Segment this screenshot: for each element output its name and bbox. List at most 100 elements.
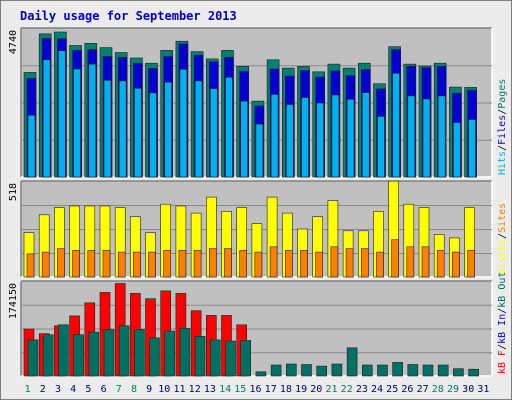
bar-hits-day-17	[270, 94, 279, 178]
bar-sites-day-17	[269, 246, 278, 278]
bar-sites-day-14	[224, 248, 232, 278]
bar-hits-day-9	[149, 92, 157, 178]
bar-sites-day-20	[315, 251, 324, 278]
bar-hits-day-1	[27, 114, 36, 178]
bar-hits-day-29	[453, 122, 461, 178]
x-axis-labels: 1 2 3 4 5 6 7 8 9 10 11 12 13 14 15 16 17 18 19 20 21 22 23 24 2…	[25, 384, 490, 395]
x-tick-label: 23	[356, 384, 368, 395]
legend-entry: /	[497, 233, 508, 239]
x-tick-label: 29	[447, 384, 459, 395]
y-max-label: 518	[8, 183, 19, 201]
bar-hits-day-15	[240, 100, 248, 178]
x-tick-label: 30	[462, 384, 474, 395]
x-tick-label: 6	[101, 384, 107, 395]
x-tick-label: 12	[189, 384, 201, 395]
legend-entry: Pages	[497, 79, 508, 109]
bar-hits-day-12	[194, 80, 203, 178]
bar-kb-out-day-27	[422, 364, 434, 377]
x-tick-label: 5	[85, 384, 91, 395]
x-tick-label: 7	[116, 384, 122, 395]
x-tick-label: 13	[204, 384, 216, 395]
bar-sites-day-4	[72, 250, 80, 278]
bar-sites-day-23	[360, 248, 369, 278]
bar-sites-day-22	[345, 248, 354, 278]
bar-kb-out-day-5	[88, 331, 100, 377]
x-tick-label: 19	[295, 384, 307, 395]
bar-sites-day-13	[209, 248, 217, 278]
panel-kbf-kbin-kbout: 174150 kB F/kB In/kB Out	[8, 272, 508, 377]
bar-sites-day-7	[117, 251, 126, 278]
bar-hits-day-11	[179, 69, 188, 178]
bar-kb-out-day-29	[453, 368, 464, 377]
bar-hits-day-25	[392, 73, 400, 178]
bar-hits-day-3	[58, 50, 66, 178]
bar-sites-day-21	[330, 246, 339, 278]
legend-entry: Files	[497, 115, 508, 145]
bar-hits-day-5	[88, 63, 97, 178]
y-max-label: 4740	[8, 30, 19, 54]
bar-hits-day-22	[346, 99, 355, 178]
x-tick-label: 11	[173, 384, 185, 395]
bar-hits-day-24	[377, 116, 385, 178]
x-tick-label: 2	[40, 384, 46, 395]
x-tick-label: 26	[401, 384, 413, 395]
bar-kb-out-day-18	[285, 363, 297, 377]
bar-kb-out-day-11	[179, 328, 191, 377]
bar-sites-day-25	[391, 239, 399, 278]
x-tick-label: 17	[265, 384, 277, 395]
bar-kb-out-day-15	[240, 340, 251, 377]
bar-hits-day-2	[42, 59, 51, 178]
x-tick-label: 10	[158, 384, 170, 395]
bar-hits-day-30	[468, 119, 476, 178]
x-tick-label: 15	[234, 384, 246, 395]
bar-kb-out-day-19	[301, 364, 312, 377]
bar-kb-out-day-10	[164, 330, 175, 377]
legend: kB F/kB In/kB Out	[497, 272, 508, 374]
legend: Hits/Files/Pages	[497, 79, 508, 175]
bar-kb-out-day-17	[270, 364, 282, 377]
bar-sites-day-12	[193, 250, 202, 278]
bar-hits-day-4	[73, 68, 81, 178]
x-tick-label: 31	[477, 384, 489, 395]
x-tick-label: 14	[219, 384, 231, 395]
bar-hits-day-18	[285, 104, 294, 178]
bar-sites-day-5	[87, 250, 96, 278]
bar-kb-out-day-14	[225, 340, 236, 377]
bar-kb-out-day-28	[437, 364, 449, 377]
bar-kb-out-day-20	[316, 365, 328, 377]
bar-kb-out-day-30	[468, 368, 479, 377]
bar-sites-day-24	[376, 251, 384, 278]
bar-kb-out-day-16	[255, 371, 267, 377]
bar-kb-out-day-23	[361, 364, 373, 377]
x-tick-label: 28	[432, 384, 444, 395]
bar-kb-out-day-24	[377, 364, 388, 377]
bar-kb-out-day-13	[210, 339, 221, 377]
bar-hits-day-21	[331, 94, 340, 178]
bar-sites-day-29	[452, 251, 460, 278]
bar-kb-out-day-8	[134, 329, 145, 377]
bar-sites-day-11	[178, 250, 187, 278]
chart-panels: 4740Hits/Files/Pages518Visits/Sites17415…	[8, 27, 508, 377]
bar-hits-day-6	[103, 80, 112, 178]
bar-sites-day-16	[254, 251, 263, 278]
bar-kb-out-day-21	[331, 363, 343, 377]
legend-entry: /	[497, 344, 508, 350]
legend-entry: Visits	[497, 239, 508, 275]
bar-hits-day-8	[134, 88, 142, 178]
bar-kb-out-day-26	[407, 364, 419, 377]
x-tick-label: 3	[55, 384, 61, 395]
x-tick-label: 27	[417, 384, 429, 395]
bar-hits-day-10	[164, 81, 172, 178]
bar-kb-out-day-3	[58, 324, 69, 377]
bar-sites-day-9	[148, 251, 156, 278]
chart-title: Daily usage for September 2013	[20, 9, 237, 23]
legend: Visits/Sites	[497, 203, 508, 275]
legend-entry: /	[497, 145, 508, 151]
bar-kb-out-day-4	[73, 334, 84, 377]
bar-sites-day-18	[284, 250, 293, 278]
bar-kb-out-day-12	[194, 335, 206, 377]
x-tick-label: 1	[25, 384, 31, 395]
legend-entry: /	[497, 308, 508, 314]
y-max-label: 174150	[8, 283, 19, 319]
